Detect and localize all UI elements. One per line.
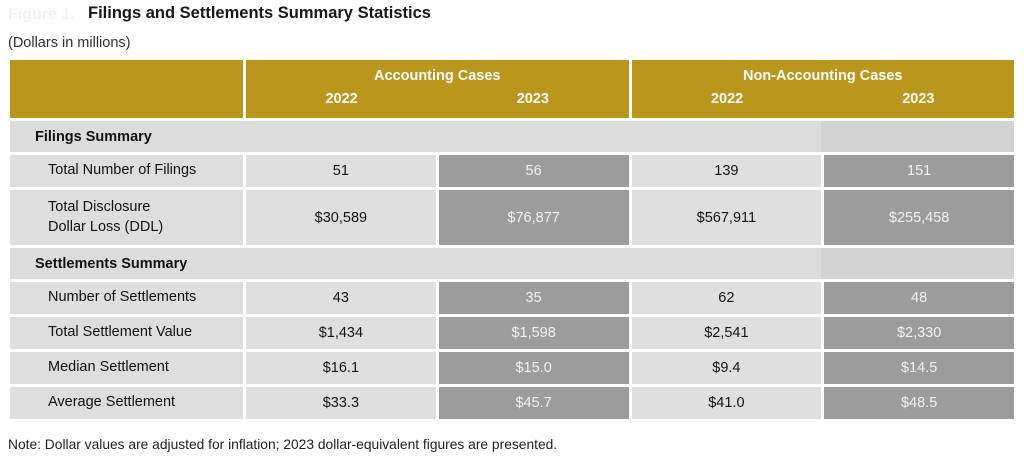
year-header-accounting-2023: 2023 (516, 91, 549, 107)
table-row-total-number-of-filings: Total Number of Filings 51 56 139 151 (10, 155, 1014, 187)
year-header-non-accounting-2023: 2023 (902, 91, 935, 107)
cell-non-accounting-2023: $255,458 (824, 190, 1014, 245)
cell-accounting-2023: 56 (438, 155, 629, 187)
cell-non-accounting-2022: $9.4 (631, 352, 822, 384)
column-group-accounting: Accounting Cases 2022 2023 (246, 60, 629, 118)
cell-accounting-2023: $76,877 (438, 190, 629, 245)
cell-accounting-2022: 51 (246, 155, 436, 187)
cell-non-accounting-2022: 139 (631, 155, 822, 187)
cell-non-accounting-2022: 62 (631, 282, 822, 314)
table-header-row: Accounting Cases 2022 2023 Non-Accountin… (10, 60, 1014, 118)
cell-accounting-2023: $1,598 (438, 317, 629, 349)
year-header-accounting-2022: 2022 (325, 91, 358, 107)
cell-non-accounting-2023: 151 (824, 155, 1014, 187)
section-label: Filings Summary (35, 128, 152, 145)
table-row-average-settlement: Average Settlement $33.3 $45.7 $41.0 $48… (10, 387, 1014, 419)
cell-non-accounting-2023: 48 (824, 282, 1014, 314)
table-row-median-settlement: Median Settlement $16.1 $15.0 $9.4 $14.5 (10, 352, 1014, 384)
row-label: Total Number of Filings (10, 155, 243, 187)
row-label: Total Disclosure Dollar Loss (DDL) (10, 190, 243, 245)
cell-accounting-2022: $16.1 (246, 352, 436, 384)
year-header-non-accounting-2022: 2022 (710, 91, 744, 107)
row-label: Average Settlement (10, 387, 243, 419)
year-headers: 2022 2023 (632, 84, 1015, 118)
header-corner-cell (10, 60, 243, 118)
cell-non-accounting-2023: $14.5 (824, 352, 1014, 384)
row-label: Total Settlement Value (10, 317, 243, 349)
cell-non-accounting-2023: $48.5 (824, 387, 1014, 419)
table-row-number-of-settlements: Number of Settlements 43 35 62 48 (10, 282, 1014, 314)
column-group-label: Accounting Cases (374, 68, 501, 84)
cell-accounting-2023: $45.7 (438, 387, 629, 419)
figure-label: Figure 1. (8, 6, 75, 23)
footnote: Note: Dollar values are adjusted for inf… (8, 437, 558, 452)
column-group-non-accounting: Non-Accounting Cases 2022 2023 (631, 60, 1015, 118)
page-title: Filings and Settlements Summary Statisti… (88, 4, 431, 22)
cell-accounting-2023: $15.0 (438, 352, 629, 384)
section-label: Settlements Summary (35, 255, 188, 272)
section-header-right-cell (821, 248, 1014, 279)
section-header-settlements-summary: Settlements Summary (10, 248, 1014, 279)
cell-non-accounting-2023: $2,330 (824, 317, 1014, 349)
cell-accounting-2022: $33.3 (246, 387, 436, 419)
cell-accounting-2022: 43 (246, 282, 436, 314)
cell-non-accounting-2022: $41.0 (631, 387, 822, 419)
cell-non-accounting-2022: $567,911 (631, 190, 822, 245)
cell-non-accounting-2022: $2,541 (631, 317, 822, 349)
units-subtitle: (Dollars in millions) (8, 35, 131, 51)
summary-table: Accounting Cases 2022 2023 Non-Accountin… (10, 60, 1014, 419)
cell-accounting-2022: $30,589 (246, 190, 436, 245)
year-headers: 2022 2023 (246, 84, 629, 118)
section-header-filings-summary: Filings Summary (10, 121, 1014, 152)
row-label: Number of Settlements (10, 282, 243, 314)
table-row-total-settlement-value: Total Settlement Value $1,434 $1,598 $2,… (10, 317, 1014, 349)
row-label: Median Settlement (10, 352, 243, 384)
section-header-right-cell (821, 121, 1014, 152)
cell-accounting-2022: $1,434 (246, 317, 436, 349)
table-row-total-disclosure-dollar-loss: Total Disclosure Dollar Loss (DDL) $30,5… (10, 190, 1014, 245)
cell-accounting-2023: 35 (438, 282, 629, 314)
column-group-label: Non-Accounting Cases (742, 68, 903, 84)
